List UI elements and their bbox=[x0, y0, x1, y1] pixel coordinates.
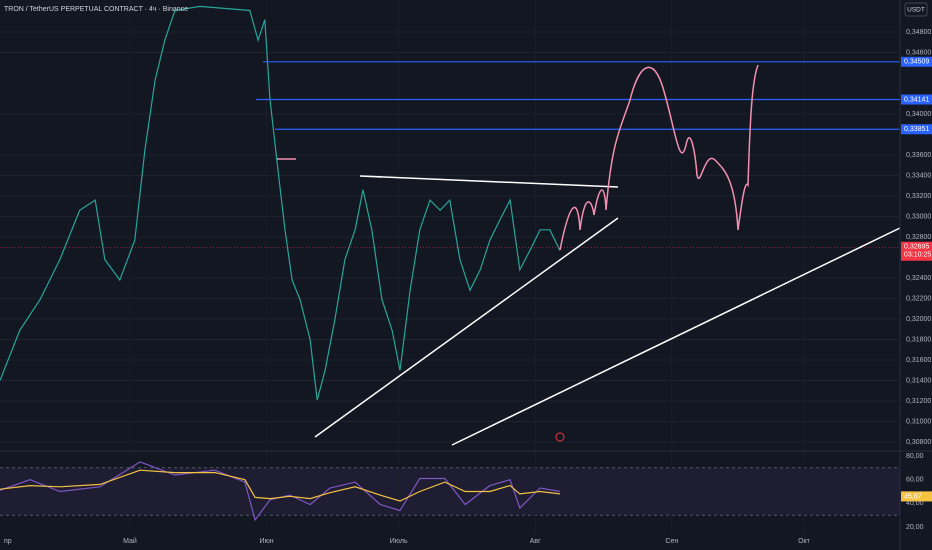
countdown-label: 03:10:25 bbox=[904, 252, 931, 259]
currency-box[interactable] bbox=[904, 2, 928, 17]
y-tick-label: 0,31200 bbox=[906, 398, 931, 405]
y-tick-label: 0,32800 bbox=[906, 234, 931, 241]
event-icon bbox=[555, 432, 565, 442]
y-tick-label: 60,00 bbox=[906, 477, 924, 484]
y-tick-label: 0,32400 bbox=[906, 275, 931, 282]
trend-line bbox=[359, 175, 619, 188]
y-tick-label: 0,31400 bbox=[906, 377, 931, 384]
x-tick-label: Июн bbox=[259, 538, 273, 545]
x-tick-label: пр bbox=[4, 538, 12, 545]
trend-line bbox=[314, 217, 619, 438]
y-tick-label: 0,34800 bbox=[906, 29, 931, 36]
x-tick-label: Май bbox=[123, 537, 137, 545]
y-tick-label: 0,33200 bbox=[906, 193, 931, 200]
trend-line bbox=[451, 227, 901, 446]
projection-path bbox=[559, 64, 759, 251]
y-tick-label: 0,34000 bbox=[906, 111, 931, 118]
x-tick-label: Июль bbox=[390, 538, 408, 545]
marks bbox=[0, 5, 900, 522]
y-tick-label: 0,33000 bbox=[906, 213, 931, 220]
x-tick-label: Окт bbox=[798, 538, 811, 545]
level-label: 0,33851 bbox=[904, 126, 929, 133]
level-label: 0,34141 bbox=[904, 96, 929, 103]
y-tick-label: 80,00 bbox=[906, 453, 924, 460]
series-line bbox=[0, 469, 560, 502]
last-price-label: 0,32695 bbox=[904, 244, 929, 251]
level-tag bbox=[901, 94, 932, 105]
y-tick-label: 0,33400 bbox=[906, 172, 931, 179]
level-tag bbox=[901, 124, 932, 135]
rsi-band bbox=[0, 467, 900, 516]
y-tick-label: 0,31600 bbox=[906, 357, 931, 364]
y-tick-label: 20,00 bbox=[906, 524, 924, 531]
y-tick-label: 0,30800 bbox=[906, 439, 931, 446]
y-tick-label: 0,34600 bbox=[906, 49, 931, 56]
last-value-label: 45,87 bbox=[904, 493, 922, 500]
y-tick-label: 0,32000 bbox=[906, 316, 931, 323]
symbol-title: TRON / TetherUS PERPETUAL CONTRACT · 4ч … bbox=[4, 6, 188, 13]
drawings bbox=[277, 64, 901, 446]
grid bbox=[0, 31, 900, 516]
series-line bbox=[0, 5, 561, 401]
y-tick-label: 40,00 bbox=[906, 500, 924, 507]
y-tick-label: 0,33600 bbox=[906, 152, 931, 159]
axes: 0,34800 0,34600 0,34000 0,33600 0,33400 0,332… bbox=[4, 29, 932, 545]
y-tick-label: 0,31800 bbox=[906, 336, 931, 343]
currency-label[interactable]: USDT bbox=[907, 7, 925, 14]
x-tick-label: Авг bbox=[530, 538, 541, 545]
last-price-tag bbox=[901, 241, 932, 261]
y-tick-label: 0,31000 bbox=[906, 418, 931, 425]
level-tag bbox=[901, 56, 932, 67]
level-label: 0,34509 bbox=[904, 59, 929, 66]
y-tick-label: 0,32200 bbox=[906, 295, 931, 302]
x-tick-label: Сен bbox=[665, 538, 678, 545]
last-value-tag bbox=[901, 491, 932, 502]
